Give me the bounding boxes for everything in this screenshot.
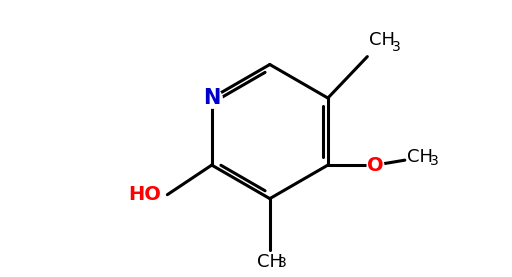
Text: 3: 3 — [392, 40, 401, 54]
Text: HO: HO — [129, 185, 161, 204]
Text: CH: CH — [407, 148, 433, 166]
Text: O: O — [367, 156, 383, 175]
Text: CH: CH — [257, 253, 283, 271]
Text: 3: 3 — [430, 154, 438, 168]
Text: N: N — [203, 88, 221, 108]
Text: 3: 3 — [278, 256, 287, 270]
Text: CH: CH — [369, 31, 395, 49]
